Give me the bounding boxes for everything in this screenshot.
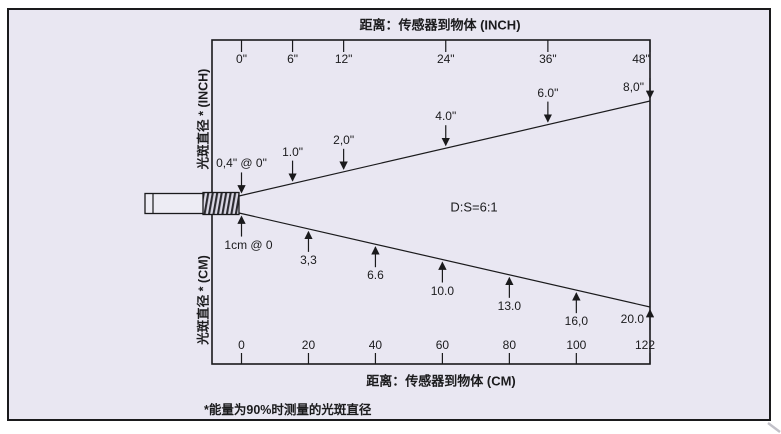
ds-ratio-annotation: D:S=6:1 bbox=[450, 199, 498, 215]
bottom-axis-title: 距离：传感器到物体 (CM) bbox=[366, 373, 516, 389]
inch-tick-label: 24" bbox=[436, 52, 455, 66]
cm-tick-label: 60 bbox=[435, 338, 450, 353]
inch-tick-label: 0" bbox=[236, 52, 247, 66]
cm-tick-label: 20 bbox=[301, 338, 316, 353]
spot-label-lower: 1cm @ 0 bbox=[224, 237, 273, 252]
spot-label-upper: 4.0" bbox=[435, 109, 457, 124]
spot-label-lower: 16,0 bbox=[564, 314, 589, 329]
lower-beam-line bbox=[238, 212, 651, 308]
inch-tick-label: 12" bbox=[334, 52, 353, 66]
spot-label-lower: 10.0 bbox=[430, 283, 455, 298]
cm-tick-label: 40 bbox=[368, 338, 383, 353]
spot-label-lower: 6.6 bbox=[367, 268, 384, 283]
inch-tick-label: 6" bbox=[287, 52, 299, 66]
cm-tick-label: 80 bbox=[502, 338, 517, 353]
sensor-threaded-tip bbox=[202, 191, 240, 216]
spot-label-lower: 20.0 bbox=[620, 312, 644, 327]
sensor-illustration bbox=[144, 191, 240, 216]
cm-tick-label: 100 bbox=[566, 338, 587, 353]
left-axis-label-cm: 光斑直径 * (CM) bbox=[196, 255, 211, 345]
corner-mark bbox=[767, 422, 781, 433]
cm-tick-label: 122 bbox=[634, 338, 656, 353]
spot-label-upper: 2,0" bbox=[333, 133, 355, 148]
spot-label-lower: 13.0 bbox=[497, 298, 522, 313]
spot-label-lower: 3,3 bbox=[300, 252, 317, 267]
diagram-panel bbox=[7, 8, 771, 421]
spot-label-upper: 0,4" @ 0" bbox=[216, 156, 267, 171]
left-axis-label-inch: 光斑直径 * (INCH) bbox=[196, 68, 211, 170]
top-axis-title: 距离：传感器到物体 (INCH) bbox=[359, 17, 521, 33]
spot-label-upper: 1.0" bbox=[282, 144, 304, 159]
spot-label-upper: 8,0" bbox=[623, 80, 644, 95]
upper-beam-line bbox=[238, 100, 651, 197]
inch-tick-label: 48" bbox=[632, 52, 650, 66]
inch-tick-label: 36" bbox=[539, 52, 557, 66]
spot-label-upper: 6.0" bbox=[537, 85, 559, 100]
cm-tick-label: 0 bbox=[238, 338, 245, 353]
footnote: *能量为90%时测量的光斑直径 bbox=[204, 403, 372, 417]
